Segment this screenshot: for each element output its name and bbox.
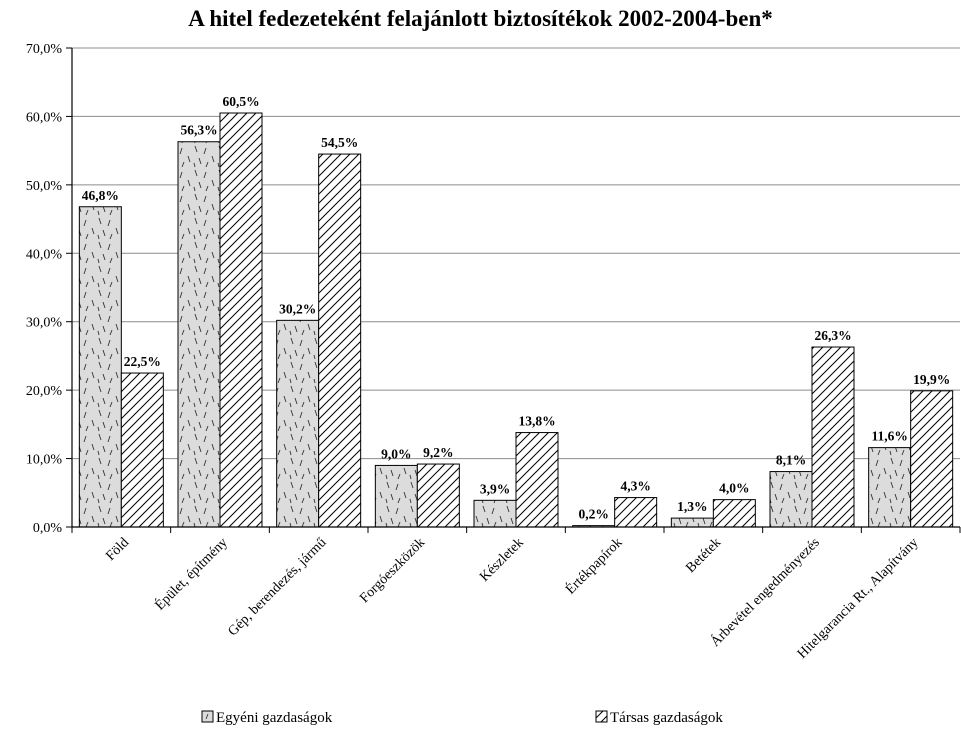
data-label: 3,9% [480,481,510,496]
data-label: 26,3% [814,328,851,343]
data-label: 30,2% [279,301,316,316]
x-tick-label: Betétek [683,535,724,576]
y-tick-label: 10,0% [26,453,63,468]
y-tick-label: 40,0% [26,247,63,262]
bar-egyeni [177,141,221,528]
y-tick-label: 30,0% [26,316,63,331]
y-tick-label: 20,0% [26,384,63,399]
x-tick-label: Gép, berendezés, jármű [225,535,329,639]
bar-tarsas [811,346,855,528]
data-label: 0,2% [578,507,608,522]
bar-tarsas [712,499,756,528]
bar-egyeni [670,517,714,528]
bar-egyeni [868,447,912,528]
x-tick-label: Árbevétel engedményezés [707,534,823,650]
data-label: 1,3% [677,499,707,514]
bar-tarsas [318,153,362,528]
bar-egyeni [769,471,813,528]
y-tick-label: 70,0% [26,42,63,57]
data-label: 22,5% [124,354,161,369]
bar-egyeni [473,499,517,528]
data-label: 8,1% [776,453,806,468]
bar-tarsas [515,432,559,528]
data-label: 11,6% [871,429,907,444]
bar-tarsas [614,497,658,528]
data-label: 13,8% [518,414,555,429]
data-label: 56,3% [180,123,217,138]
bar-tarsas [910,390,954,528]
bar-tarsas [416,463,460,528]
bar-egyeni [276,319,320,528]
bar-egyeni [374,464,418,528]
data-label: 19,9% [913,372,950,387]
data-label: 4,0% [719,481,749,496]
y-tick-label: 60,0% [26,110,63,125]
data-label: 60,5% [222,94,259,109]
y-tick-label: 0,0% [33,521,63,536]
x-tick-label: Forgóeszközök [357,535,428,606]
chart-title: A hitel fedezeteként felajánlott biztosí… [188,6,773,31]
bar-tarsas [219,112,263,528]
legend-swatch [201,710,214,723]
legend-label: Egyéni gazdaságok [216,710,333,726]
x-tick-label: Készletek [477,535,527,585]
data-label: 4,3% [620,479,650,494]
bar-egyeni [78,206,122,528]
y-tick-label: 50,0% [26,179,63,194]
x-tick-label: Föld [103,535,132,564]
bar-tarsas [120,372,164,528]
data-label: 9,0% [381,446,411,461]
data-label: 46,8% [82,188,119,203]
legend-swatch [595,710,608,723]
data-label: 9,2% [423,445,453,460]
data-label: 54,5% [321,135,358,150]
x-tick-label: Értékpapírok [562,534,626,598]
x-tick-label: Épület, építmény [151,534,231,614]
legend-label: Társas gazdaságok [610,710,723,726]
